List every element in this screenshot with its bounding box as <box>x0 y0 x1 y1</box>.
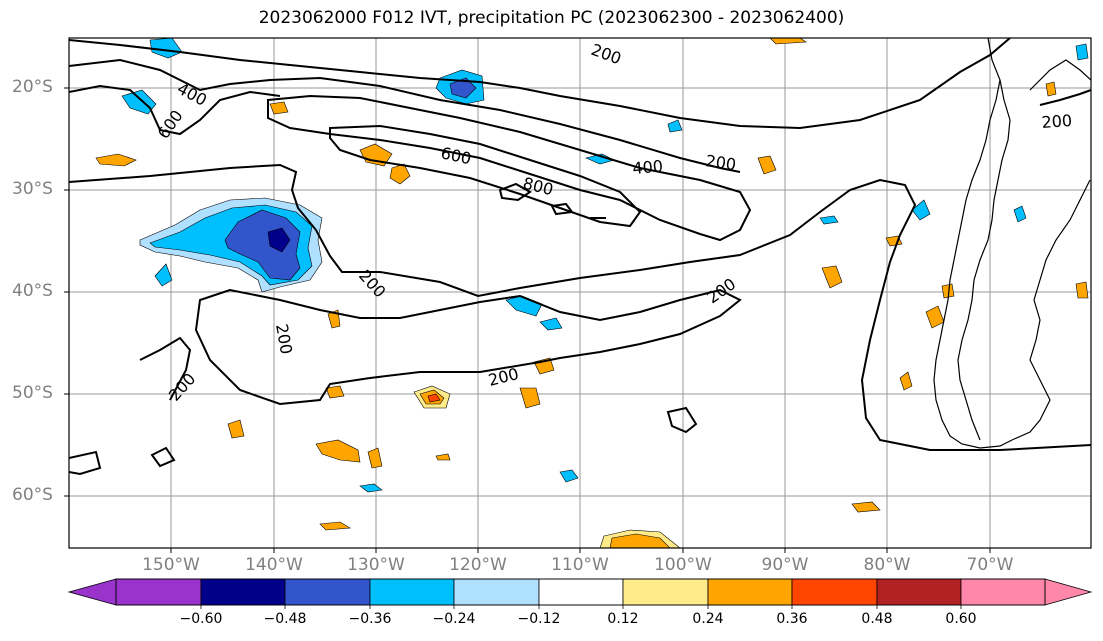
lon-label: 90°W <box>761 555 809 575</box>
contour-label: 200 <box>589 40 624 68</box>
coastline <box>933 38 1091 449</box>
ivt-contour-600 <box>329 124 642 228</box>
ivt-contour-200-south <box>194 288 742 406</box>
ivt-contour-200-outer <box>69 163 1091 451</box>
lat-label: 30°S <box>12 179 53 199</box>
tick-marks <box>64 87 991 553</box>
colorbar <box>67 578 1093 609</box>
ivt-contour-200-inner <box>267 94 752 242</box>
map-title: 2023062000 F012 IVT, precipitation PC (2… <box>258 8 845 28</box>
lat-label: 60°S <box>12 485 53 505</box>
colorbar-tick-label: 0.36 <box>776 611 808 627</box>
colorbar-tick-label: −0.60 <box>179 611 223 627</box>
lon-label: 140°W <box>245 555 303 575</box>
contour-label: 200 <box>1041 111 1073 132</box>
lon-label: 150°W <box>142 555 200 575</box>
colorbar-tick-label: −0.36 <box>348 611 392 627</box>
colorbar-tick-label: 0.60 <box>945 611 977 627</box>
contour-label: 600 <box>154 106 187 142</box>
country-border <box>957 79 1011 441</box>
colorbar-tick-label: −0.24 <box>432 611 476 627</box>
colorbar-tick-label: 0.12 <box>607 611 639 627</box>
ivt-contour-200-north <box>69 38 1011 130</box>
colorbar-tick-label: 0.48 <box>861 611 893 627</box>
colorbar-extend-low <box>67 578 117 606</box>
colorbar-tick-label: 0.24 <box>692 611 724 627</box>
contour-label: 200 <box>486 364 520 390</box>
precip-negative-patches <box>121 38 1089 493</box>
contour-label: 400 <box>632 156 664 178</box>
lat-label: 20°S <box>12 77 53 97</box>
contour-label: 400 <box>174 79 210 110</box>
coastline-chile <box>933 38 1013 449</box>
ivt-contour-400 <box>69 58 741 173</box>
lon-label: 100°W <box>654 555 712 575</box>
contour-label: 200 <box>703 274 739 307</box>
colorbar-tick-label: −0.48 <box>263 611 307 627</box>
contour-label: 600 <box>439 143 473 168</box>
lat-label: 40°S <box>12 281 53 301</box>
lon-label: 130°W <box>347 555 405 575</box>
lon-label: 120°W <box>449 555 507 575</box>
gridlines <box>69 38 1091 548</box>
contour-label: 200 <box>272 322 296 355</box>
contour-label: 200 <box>704 151 737 174</box>
lat-label: 50°S <box>12 383 53 403</box>
lon-label: 80°W <box>863 555 911 575</box>
ivt-contours <box>69 38 1091 476</box>
lon-label: 110°W <box>551 555 609 575</box>
precip-positive-patches <box>95 38 1089 548</box>
colorbar-extend-high <box>1044 578 1093 606</box>
ivt-contour-800 <box>498 182 532 202</box>
colorbar-tick-label: −0.12 <box>517 611 561 627</box>
lon-label: 70°W <box>966 555 1014 575</box>
precip-patch-orange-1 <box>359 143 393 167</box>
